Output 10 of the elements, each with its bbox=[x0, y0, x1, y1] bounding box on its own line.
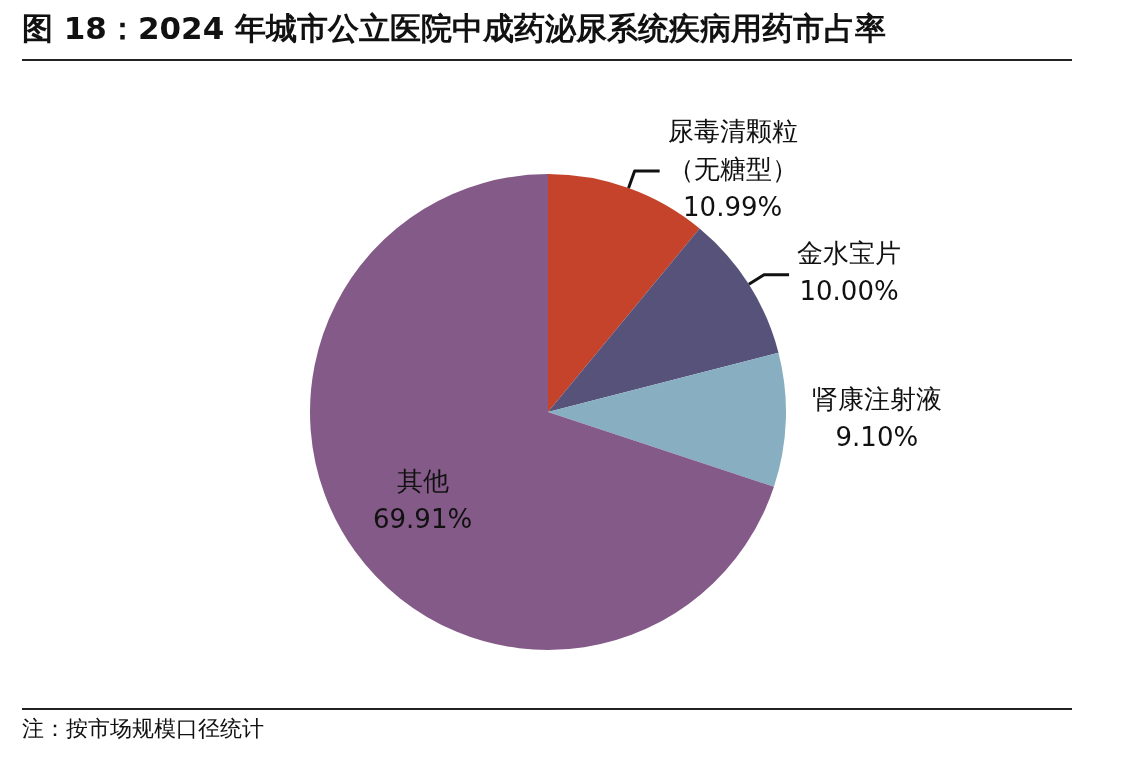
slice-label: 其他 bbox=[396, 466, 449, 497]
data-label: 10.00% bbox=[799, 276, 899, 307]
chart-title: 图 18：2024 年城市公立医院中成药泌尿系统疾病用药市占率 bbox=[22, 9, 887, 48]
slice-label: 尿毒清颗粒（无糖型） bbox=[667, 115, 798, 184]
text: 注：按市场规模口径统计 bbox=[22, 715, 264, 743]
slice-label: 金水宝片 bbox=[797, 238, 902, 269]
slice-label: 肾康注射液 bbox=[811, 384, 942, 415]
data-label: 9.10% bbox=[835, 422, 919, 453]
data-label: 10.99% bbox=[683, 191, 783, 222]
data-label: 69.91% bbox=[373, 504, 473, 535]
